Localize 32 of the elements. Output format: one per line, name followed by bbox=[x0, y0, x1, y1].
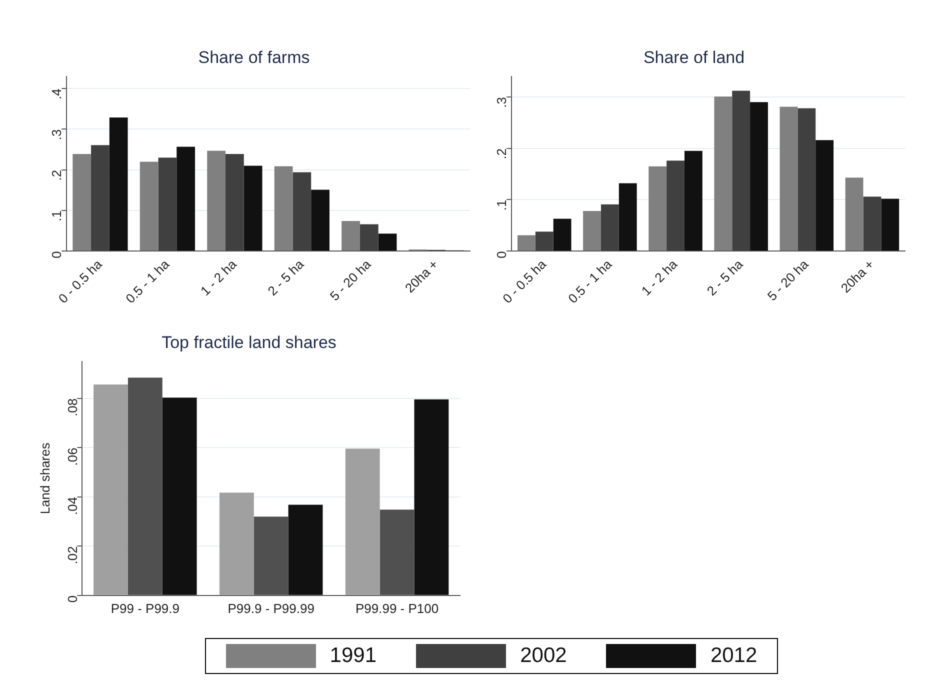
x-tick-label: 0.5 - 1 ha bbox=[565, 256, 616, 306]
legend-label: 2002 bbox=[520, 644, 567, 668]
y-tick-label: .1 bbox=[49, 210, 64, 222]
y-tick-label: .2 bbox=[494, 148, 510, 160]
x-tick-label: P99.9 - P99.99 bbox=[228, 600, 314, 616]
chart-title: Share of farms bbox=[198, 48, 310, 67]
y-tick-label: .3 bbox=[494, 96, 510, 108]
legend-label: 1991 bbox=[330, 644, 377, 668]
x-tick-label: 5 - 20 ha bbox=[764, 256, 812, 304]
y-tick-label: 0 bbox=[49, 251, 64, 258]
x-tick-label: 5 - 20 ha bbox=[326, 256, 374, 304]
y-tick-label: .02 bbox=[64, 546, 80, 564]
x-tick-label: P99.99 - P100 bbox=[355, 600, 439, 616]
y-tick-label: 0 bbox=[494, 251, 510, 258]
x-tick-label: 1 - 2 ha bbox=[198, 256, 240, 298]
x-tick-label: 2 - 5 ha bbox=[704, 256, 746, 298]
x-tick-label: 2 - 5 ha bbox=[264, 256, 308, 298]
chart-title: Top fractile land shares bbox=[162, 332, 336, 352]
y-tick-label: .2 bbox=[49, 170, 64, 181]
x-tick-label: 0.5 - 1 ha bbox=[122, 256, 173, 306]
y-tick-label: .1 bbox=[494, 200, 510, 211]
y-tick-label: 0 bbox=[64, 595, 80, 603]
x-tick-label: P99 - P99.9 bbox=[110, 600, 180, 616]
y-tick-label: .3 bbox=[49, 129, 64, 140]
x-tick-label: 1 - 2 ha bbox=[638, 256, 681, 298]
y-tick-label: .4 bbox=[49, 88, 64, 100]
y-tick-label: .04 bbox=[64, 496, 80, 515]
legend-label: 2012 bbox=[710, 644, 758, 668]
chart-title: Share of land bbox=[643, 48, 745, 67]
y-tick-label: .08 bbox=[64, 398, 80, 416]
y-axis-title: Land shares bbox=[37, 442, 52, 514]
y-tick-label: .06 bbox=[64, 448, 80, 466]
